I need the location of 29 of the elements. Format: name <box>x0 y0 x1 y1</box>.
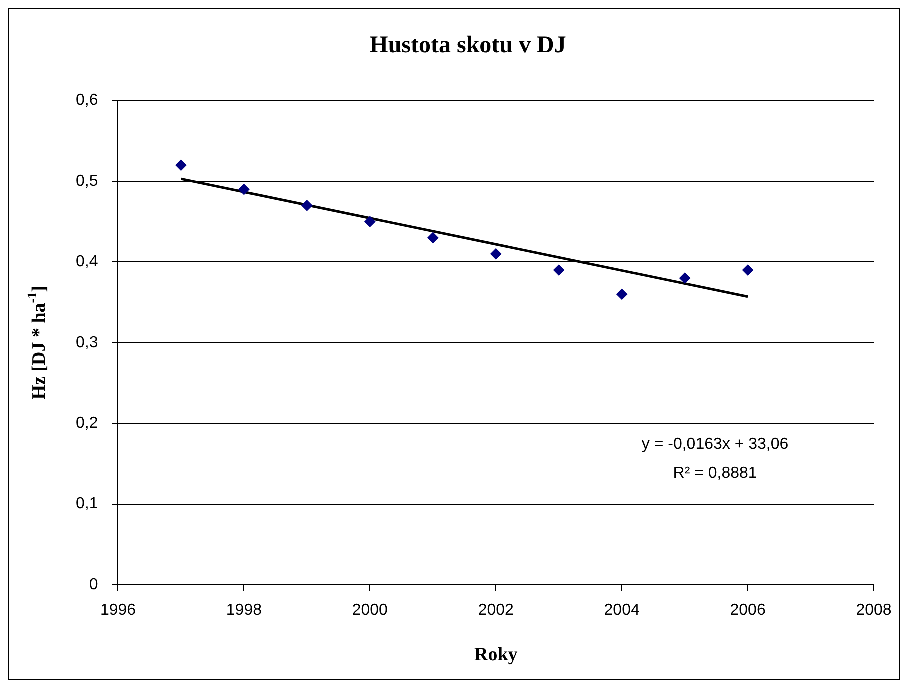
point <box>742 264 754 276</box>
x-axis-title: Roky <box>474 644 518 666</box>
y-tick-label: 0,3 <box>76 334 98 352</box>
point <box>616 288 628 300</box>
y-tick-label: 0,5 <box>76 172 98 190</box>
point <box>364 216 376 228</box>
x-tick-label: 2000 <box>352 602 388 620</box>
y-tick-label: 0 <box>89 576 98 594</box>
point <box>302 200 313 212</box>
annotation: R² = 0,8881 <box>673 464 758 482</box>
point <box>428 232 439 244</box>
x-tick-label: 1998 <box>226 602 262 620</box>
y-tick-label: 0,2 <box>76 415 98 432</box>
point <box>490 248 502 260</box>
x-tick-label: 1996 <box>100 602 136 620</box>
y-tick-label: 0,1 <box>76 496 98 513</box>
point <box>680 272 691 284</box>
y-tick-label: 0,4 <box>76 254 98 271</box>
y-axis-title: Hz [DJ * ha-1] <box>24 286 50 400</box>
y-tick-label: 0,6 <box>76 92 98 110</box>
point <box>238 184 250 196</box>
point <box>176 160 187 171</box>
annotation: y = -0,0163x + 33,06 <box>642 436 789 453</box>
x-tick-label: 2008 <box>856 602 892 620</box>
x-tick-label: 2006 <box>730 602 766 620</box>
point <box>554 264 565 276</box>
x-tick-label: 2002 <box>478 602 514 620</box>
x-tick-label: 2004 <box>604 602 640 620</box>
chart-title: Hustota skotu v DJ <box>370 32 566 59</box>
